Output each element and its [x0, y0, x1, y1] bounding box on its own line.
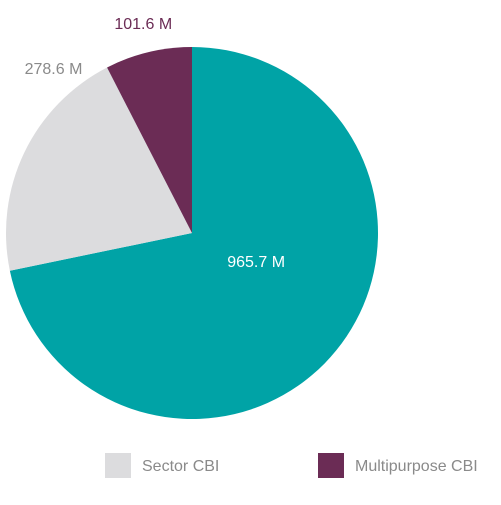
pie-slice — [9, 47, 378, 419]
pie-slice — [5, 67, 193, 271]
slice-label: 965.7 M — [227, 254, 285, 271]
slice-label: 278.6 M — [25, 61, 83, 78]
legend-swatch — [318, 453, 344, 478]
legend-label: Multipurpose CBI — [355, 458, 478, 475]
legend-swatch — [105, 453, 131, 478]
legend-label: Sector CBI — [142, 458, 219, 475]
pie-slice — [107, 47, 192, 233]
slice-label: 101.6 M — [114, 16, 172, 33]
